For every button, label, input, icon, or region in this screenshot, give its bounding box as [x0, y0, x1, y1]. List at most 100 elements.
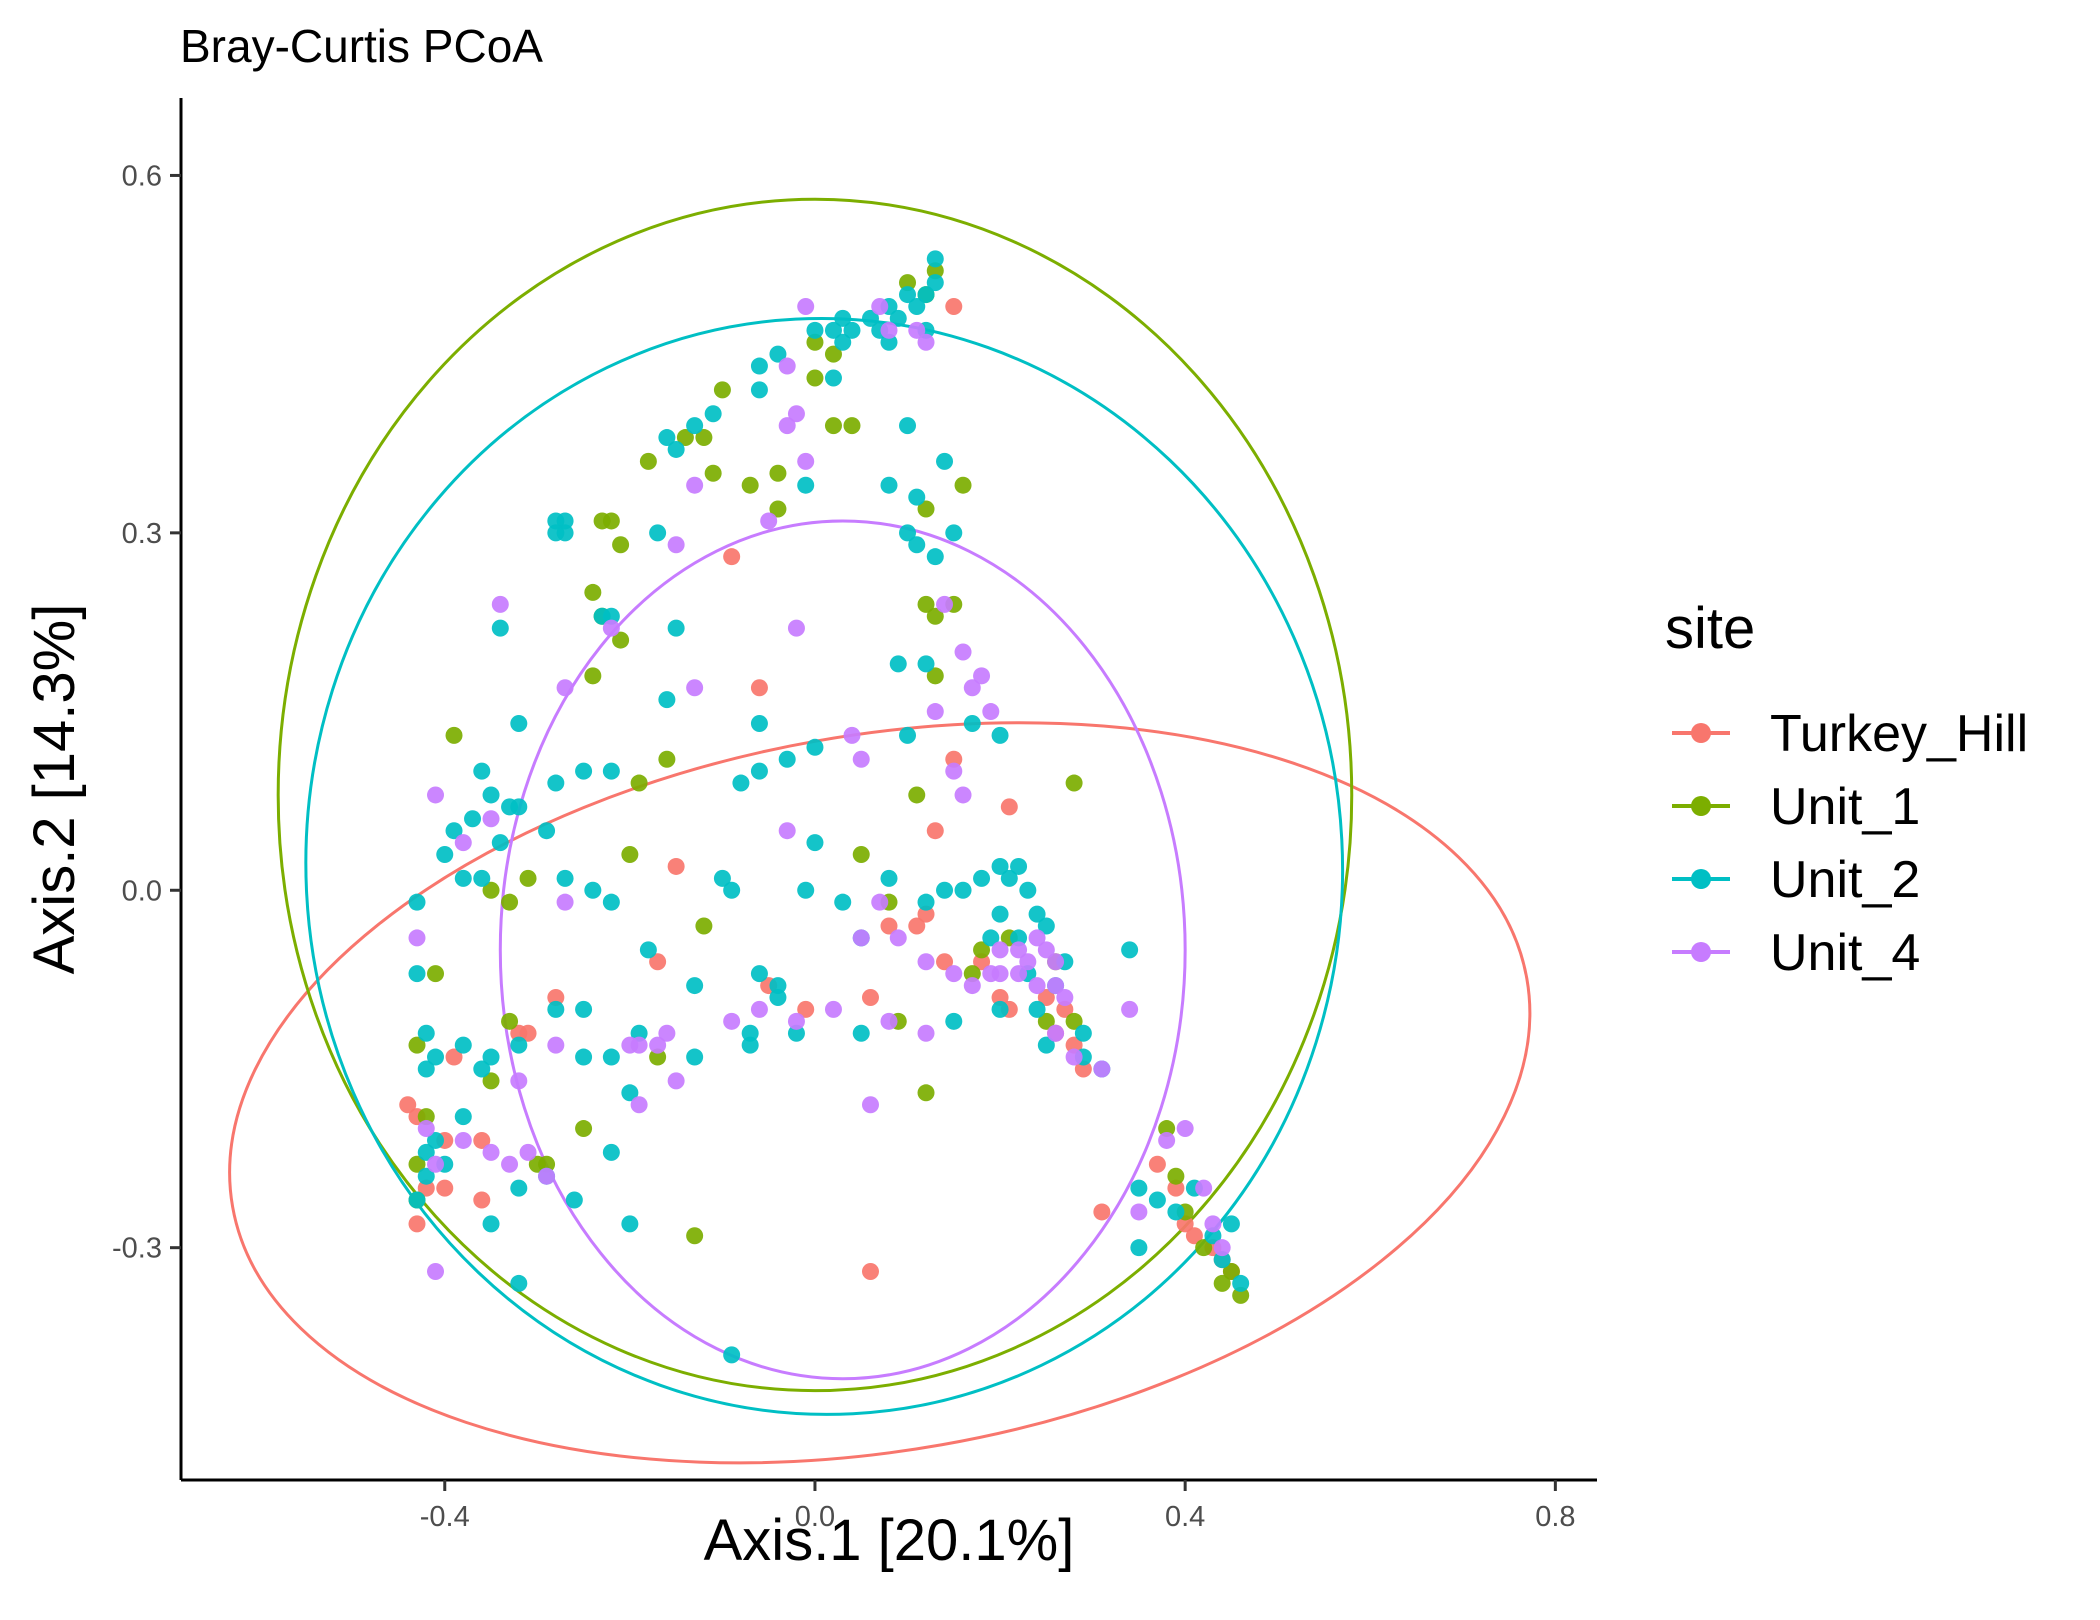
- point-unit-2-110: [741, 1024, 759, 1042]
- point-unit-4-67: [454, 1131, 472, 1149]
- point-unit-1-10: [741, 476, 759, 494]
- point-unit-2-20: [686, 417, 704, 435]
- point-unit-2-146: [1222, 1215, 1240, 1233]
- point-unit-4-16: [686, 679, 704, 697]
- point-unit-4-20: [973, 667, 991, 685]
- point-unit-2-68: [408, 893, 426, 911]
- point-unit-2-71: [602, 893, 620, 911]
- point-unit-4-3: [880, 321, 898, 339]
- point-unit-2-6: [861, 309, 879, 327]
- point-unit-2-11: [806, 321, 824, 339]
- point-unit-4-77: [1130, 1203, 1148, 1221]
- ellipse-layer: [228, 197, 1532, 1465]
- point-unit-2-143: [1167, 1203, 1185, 1221]
- point-unit-2-4: [926, 274, 944, 292]
- point-unit-2-107: [852, 1024, 870, 1042]
- y-tick-label: 0.0: [122, 875, 162, 907]
- point-unit-4-58: [649, 1036, 667, 1054]
- point-unit-1-59: [686, 1227, 704, 1245]
- point-unit-2-69: [556, 869, 574, 887]
- x-tick-label: 0.0: [795, 1501, 835, 1533]
- point-unit-2-31: [491, 619, 509, 637]
- point-unit-2-147: [1213, 1251, 1231, 1269]
- point-unit-4-0: [917, 333, 935, 351]
- point-unit-1-0: [899, 274, 917, 292]
- point-unit-2-9: [824, 321, 842, 339]
- point-unit-2-136: [621, 1215, 639, 1233]
- point-unit-2-61: [491, 834, 509, 852]
- point-unit-4-23: [852, 750, 870, 768]
- point-unit-1-61: [1158, 1120, 1176, 1138]
- point-unit-4-66: [501, 1155, 519, 1173]
- point-unit-1-48: [695, 917, 713, 935]
- point-turkey-hill-18: [1065, 1036, 1083, 1054]
- y-tick-label: 0.3: [122, 518, 162, 550]
- point-unit-2-34: [824, 369, 842, 387]
- point-turkey-hill-28: [1167, 1179, 1185, 1197]
- point-unit-4-72: [861, 1096, 879, 1114]
- point-turkey-hill-20: [473, 1131, 491, 1149]
- point-unit-2-62: [510, 798, 528, 816]
- point-unit-2-93: [982, 929, 1000, 947]
- x-axis-ticks: -0.4 0.0 0.4 0.8: [420, 1480, 1576, 1533]
- legend-title: site: [1665, 596, 1755, 661]
- point-unit-1-24: [926, 607, 944, 625]
- point-unit-2-123: [417, 1060, 435, 1078]
- point-unit-2-17: [769, 345, 787, 363]
- point-turkey-hill-10: [547, 988, 565, 1006]
- point-unit-1-66: [1232, 1286, 1250, 1304]
- point-unit-4-25: [945, 762, 963, 780]
- point-unit-2-77: [769, 977, 787, 995]
- point-unit-1-3: [806, 333, 824, 351]
- point-unit-4-26: [954, 786, 972, 804]
- point-unit-4-27: [778, 822, 796, 840]
- point-unit-2-106: [945, 1012, 963, 1030]
- point-unit-2-119: [482, 1048, 500, 1066]
- point-unit-4-65: [482, 1143, 500, 1161]
- point-unit-1-29: [908, 786, 926, 804]
- point-unit-1-67: [1222, 1263, 1240, 1281]
- point-unit-2-108: [787, 1024, 805, 1042]
- point-unit-2-105: [991, 1000, 1009, 1018]
- point-unit-4-70: [630, 1096, 648, 1114]
- point-turkey-hill-41: [991, 988, 1009, 1006]
- point-unit-2-65: [436, 846, 454, 864]
- point-unit-2-29: [593, 607, 611, 625]
- legend-marker-turkey-hill: [1691, 723, 1711, 743]
- legend-label-turkey-hill: Turkey_Hill: [1770, 705, 2028, 763]
- point-turkey-hill-36: [417, 1179, 435, 1197]
- point-unit-2-145: [1204, 1227, 1222, 1245]
- point-unit-4-71: [427, 1263, 445, 1281]
- point-unit-4-73: [1047, 1024, 1065, 1042]
- point-unit-4-56: [723, 1012, 741, 1030]
- point-unit-4-44: [1047, 953, 1065, 971]
- point-unit-2-135: [621, 1084, 639, 1102]
- point-unit-4-33: [871, 893, 889, 911]
- point-unit-2-66: [454, 869, 472, 887]
- point-unit-1-38: [427, 965, 445, 983]
- point-unit-2-63: [538, 822, 556, 840]
- point-turkey-hill-13: [797, 1000, 815, 1018]
- points-layer: [399, 250, 1250, 1364]
- point-unit-4-59: [667, 1072, 685, 1090]
- point-unit-4-15: [556, 679, 574, 697]
- point-unit-2-149: [408, 965, 426, 983]
- point-unit-2-113: [630, 1024, 648, 1042]
- point-unit-2-83: [917, 893, 935, 911]
- point-unit-2-80: [834, 893, 852, 911]
- point-unit-2-117: [575, 1048, 593, 1066]
- point-unit-2-131: [510, 1179, 528, 1197]
- point-unit-1-11: [769, 464, 787, 482]
- point-unit-2-2: [908, 297, 926, 315]
- point-unit-2-40: [908, 536, 926, 554]
- point-turkey-hill-37: [917, 905, 935, 923]
- point-unit-4-80: [1195, 1179, 1213, 1197]
- point-unit-1-26: [954, 476, 972, 494]
- point-turkey-hill-16: [1037, 988, 1055, 1006]
- point-unit-4-78: [1158, 1131, 1176, 1149]
- point-unit-4-50: [945, 965, 963, 983]
- point-unit-4-22: [926, 703, 944, 721]
- point-unit-4-30: [427, 786, 445, 804]
- point-turkey-hill-0: [945, 297, 963, 315]
